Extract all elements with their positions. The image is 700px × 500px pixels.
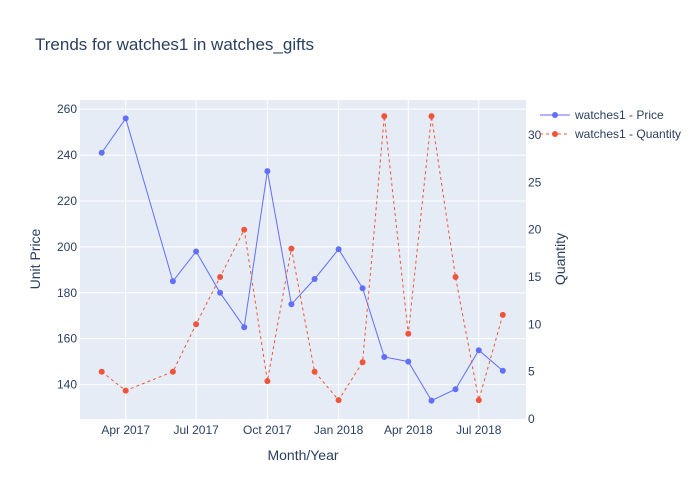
x-tick-label: Jul 2018	[456, 423, 502, 437]
data-point-quantity	[169, 368, 176, 375]
data-point-quantity	[452, 274, 459, 280]
data-point-quantity	[288, 245, 295, 252]
data-point-price	[169, 278, 176, 285]
legend[interactable]: watches1 - Price watches1 - Quantity	[540, 108, 681, 141]
data-point-quantity	[428, 113, 435, 120]
y2-tick-label: 5	[528, 365, 535, 379]
data-point-quantity	[335, 397, 342, 404]
y-axis-title: Unit Price	[27, 228, 43, 289]
y-tick-label: 180	[57, 286, 77, 300]
data-point-price	[241, 324, 248, 331]
y2-axis-ticks: 0 5 10 15 20 25 30	[528, 128, 542, 426]
data-point-price	[98, 149, 105, 156]
y-tick-label: 200	[57, 240, 77, 254]
y2-tick-label: 15	[528, 270, 542, 284]
legend-marker-price	[552, 112, 558, 118]
data-point-price	[405, 358, 412, 365]
data-point-price	[381, 354, 388, 360]
x-tick-label: Jan 2018	[314, 423, 364, 437]
chart-title: Trends for watches1 in watches_gifts	[35, 35, 314, 54]
data-point-price	[193, 248, 200, 255]
y2-tick-label: 25	[528, 175, 542, 189]
data-point-price	[288, 301, 295, 308]
y2-tick-label: 10	[528, 317, 542, 331]
x-axis-ticks: Apr 2017 Jul 2017 Oct 2017 Jan 2018 Apr 2018…	[101, 423, 501, 437]
y-tick-label: 260	[57, 102, 77, 116]
x-axis-title: Month/Year	[267, 447, 338, 463]
data-point-quantity	[193, 321, 200, 328]
y2-tick-label: 20	[528, 223, 542, 237]
grid-lines	[80, 100, 526, 419]
y2-tick-label: 0	[528, 412, 535, 426]
data-point-quantity	[264, 378, 271, 385]
series-line-quantity	[101, 116, 504, 401]
x-tick-label: Apr 2017	[101, 423, 150, 437]
x-tick-label: Oct 2017	[243, 423, 292, 437]
legend-label-quantity: watches1 - Quantity	[574, 127, 681, 141]
y-tick-label: 140	[57, 378, 77, 392]
data-point-price	[359, 285, 366, 292]
series-layer	[98, 113, 506, 404]
y2-tick-label: 30	[528, 128, 542, 142]
data-point-price	[428, 397, 435, 404]
data-point-quantity	[405, 330, 412, 337]
y2-axis-title: Quantity	[552, 233, 568, 285]
y-tick-label: 220	[57, 194, 77, 208]
data-point-quantity	[311, 368, 318, 375]
y-axis-ticks: 140 160 180 200 220 240 260	[57, 102, 77, 391]
data-point-price	[335, 246, 342, 253]
legend-label-price: watches1 - Price	[574, 108, 664, 122]
y-tick-label: 240	[57, 148, 77, 162]
data-point-price	[122, 115, 129, 122]
legend-marker-quantity	[552, 131, 558, 137]
data-point-price	[264, 168, 271, 175]
data-point-quantity	[359, 359, 366, 366]
data-point-quantity	[381, 113, 388, 120]
x-tick-label: Jul 2017	[173, 423, 219, 437]
data-point-price	[311, 276, 318, 282]
data-point-quantity	[475, 397, 482, 404]
data-point-quantity	[98, 368, 105, 375]
x-tick-label: Apr 2018	[384, 423, 433, 437]
data-point-quantity	[241, 226, 248, 233]
data-point-price	[475, 347, 482, 354]
data-point-price	[499, 367, 506, 374]
data-point-quantity	[217, 274, 224, 280]
data-point-quantity	[122, 387, 129, 394]
data-point-price	[452, 386, 459, 393]
plot-background	[80, 100, 526, 419]
y-tick-label: 160	[57, 332, 77, 346]
data-point-price	[217, 289, 224, 296]
data-point-quantity	[499, 311, 506, 318]
